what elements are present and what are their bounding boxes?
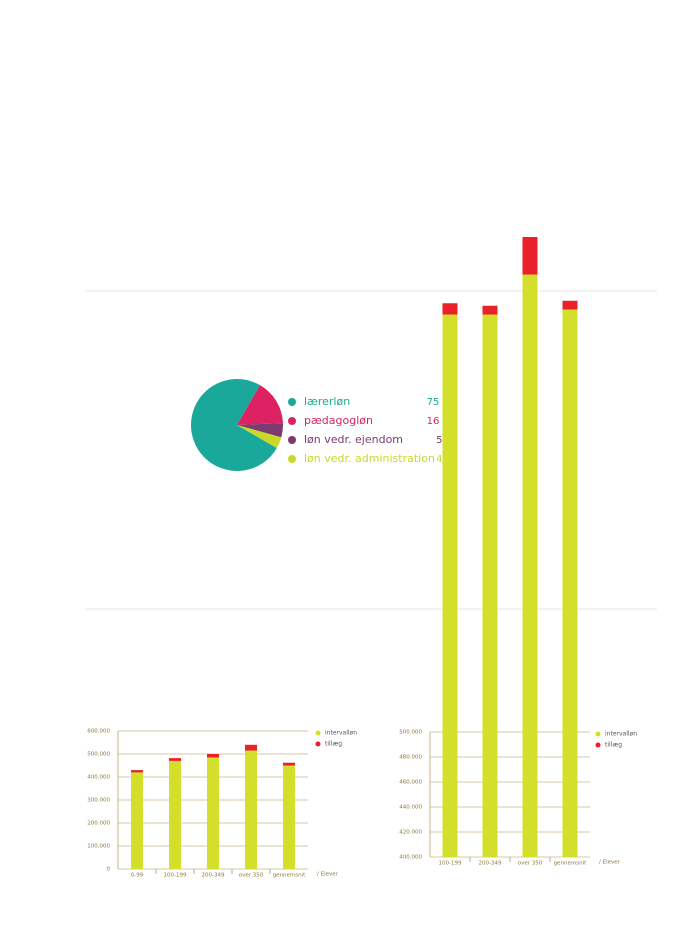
x-axis-label: / Elever	[317, 872, 339, 878]
y-tick-label: 300.000	[87, 798, 110, 804]
pie-slice	[237, 423, 284, 438]
legend-label: tillæg	[605, 742, 622, 749]
x-tick-label: 200-349	[479, 861, 502, 867]
bar-segment	[562, 300, 578, 310]
bar-segment	[245, 744, 257, 751]
y-tick-label: 460.000	[399, 780, 422, 786]
bar-segment	[245, 750, 257, 869]
x-axis-label: / Elever	[599, 860, 621, 866]
legend-label: pædagogløn	[304, 414, 373, 427]
bar-segment	[522, 274, 538, 857]
y-tick-label: 400.000	[399, 855, 422, 861]
legend-dot	[315, 730, 321, 736]
y-tick-label: 480.000	[399, 755, 422, 761]
bar-segment	[442, 303, 458, 315]
pie-slice	[237, 425, 282, 448]
bar-segment	[482, 314, 498, 857]
x-tick-label: gennemsnit	[554, 861, 587, 867]
y-tick-label: 0	[107, 867, 111, 873]
bar-segment	[169, 758, 181, 761]
pie-slice	[237, 385, 283, 425]
legend-label: intervalløn	[605, 731, 637, 738]
bar-segment	[522, 237, 538, 275]
x-tick-label: 100-199	[439, 861, 462, 867]
pie-slice	[191, 379, 277, 471]
x-tick-label: 100-199	[164, 873, 187, 879]
legend-label: tillæg	[325, 741, 342, 748]
x-tick-label: gennemsnit	[273, 873, 306, 879]
legend-label: intervalløn	[325, 730, 357, 737]
x-tick-label: 0-99	[131, 873, 144, 879]
legend-dot	[595, 731, 601, 737]
bar-segment	[283, 765, 295, 869]
legend-dot	[288, 398, 296, 406]
legend-dot	[595, 742, 601, 748]
y-tick-label: 440.000	[399, 805, 422, 811]
legend-dot	[288, 455, 296, 463]
y-tick-label: 600.000	[87, 729, 110, 735]
y-tick-label: 400.000	[87, 775, 110, 781]
y-tick-label: 500.000	[399, 730, 422, 736]
legend-dot	[288, 436, 296, 444]
x-tick-label: 200-349	[202, 873, 225, 879]
x-tick-label: over 350	[518, 861, 543, 867]
bar-segment	[131, 772, 143, 869]
legend-dot	[288, 417, 296, 425]
y-tick-label: 200.000	[87, 821, 110, 827]
bar-segment	[283, 762, 295, 766]
x-tick-label: over 350	[239, 873, 264, 879]
bar-segment	[169, 760, 181, 869]
legend-label: løn vedr. ejendom	[304, 433, 403, 446]
legend-label: lærerløn	[304, 395, 350, 408]
bar-segment	[131, 770, 143, 773]
bar-segment	[207, 754, 219, 758]
bar-segment	[442, 314, 458, 857]
y-tick-label: 420.000	[399, 830, 422, 836]
legend-label: løn vedr. administration	[304, 452, 435, 465]
value-label: 75 %	[427, 397, 452, 408]
y-tick-label: 500.000	[87, 752, 110, 758]
value-label: 16 %	[427, 416, 452, 427]
legend-dot	[315, 741, 321, 747]
bar-segment	[207, 757, 219, 869]
bar-segment	[562, 309, 578, 857]
bar-segment	[482, 305, 498, 315]
y-tick-label: 100.000	[87, 844, 110, 850]
